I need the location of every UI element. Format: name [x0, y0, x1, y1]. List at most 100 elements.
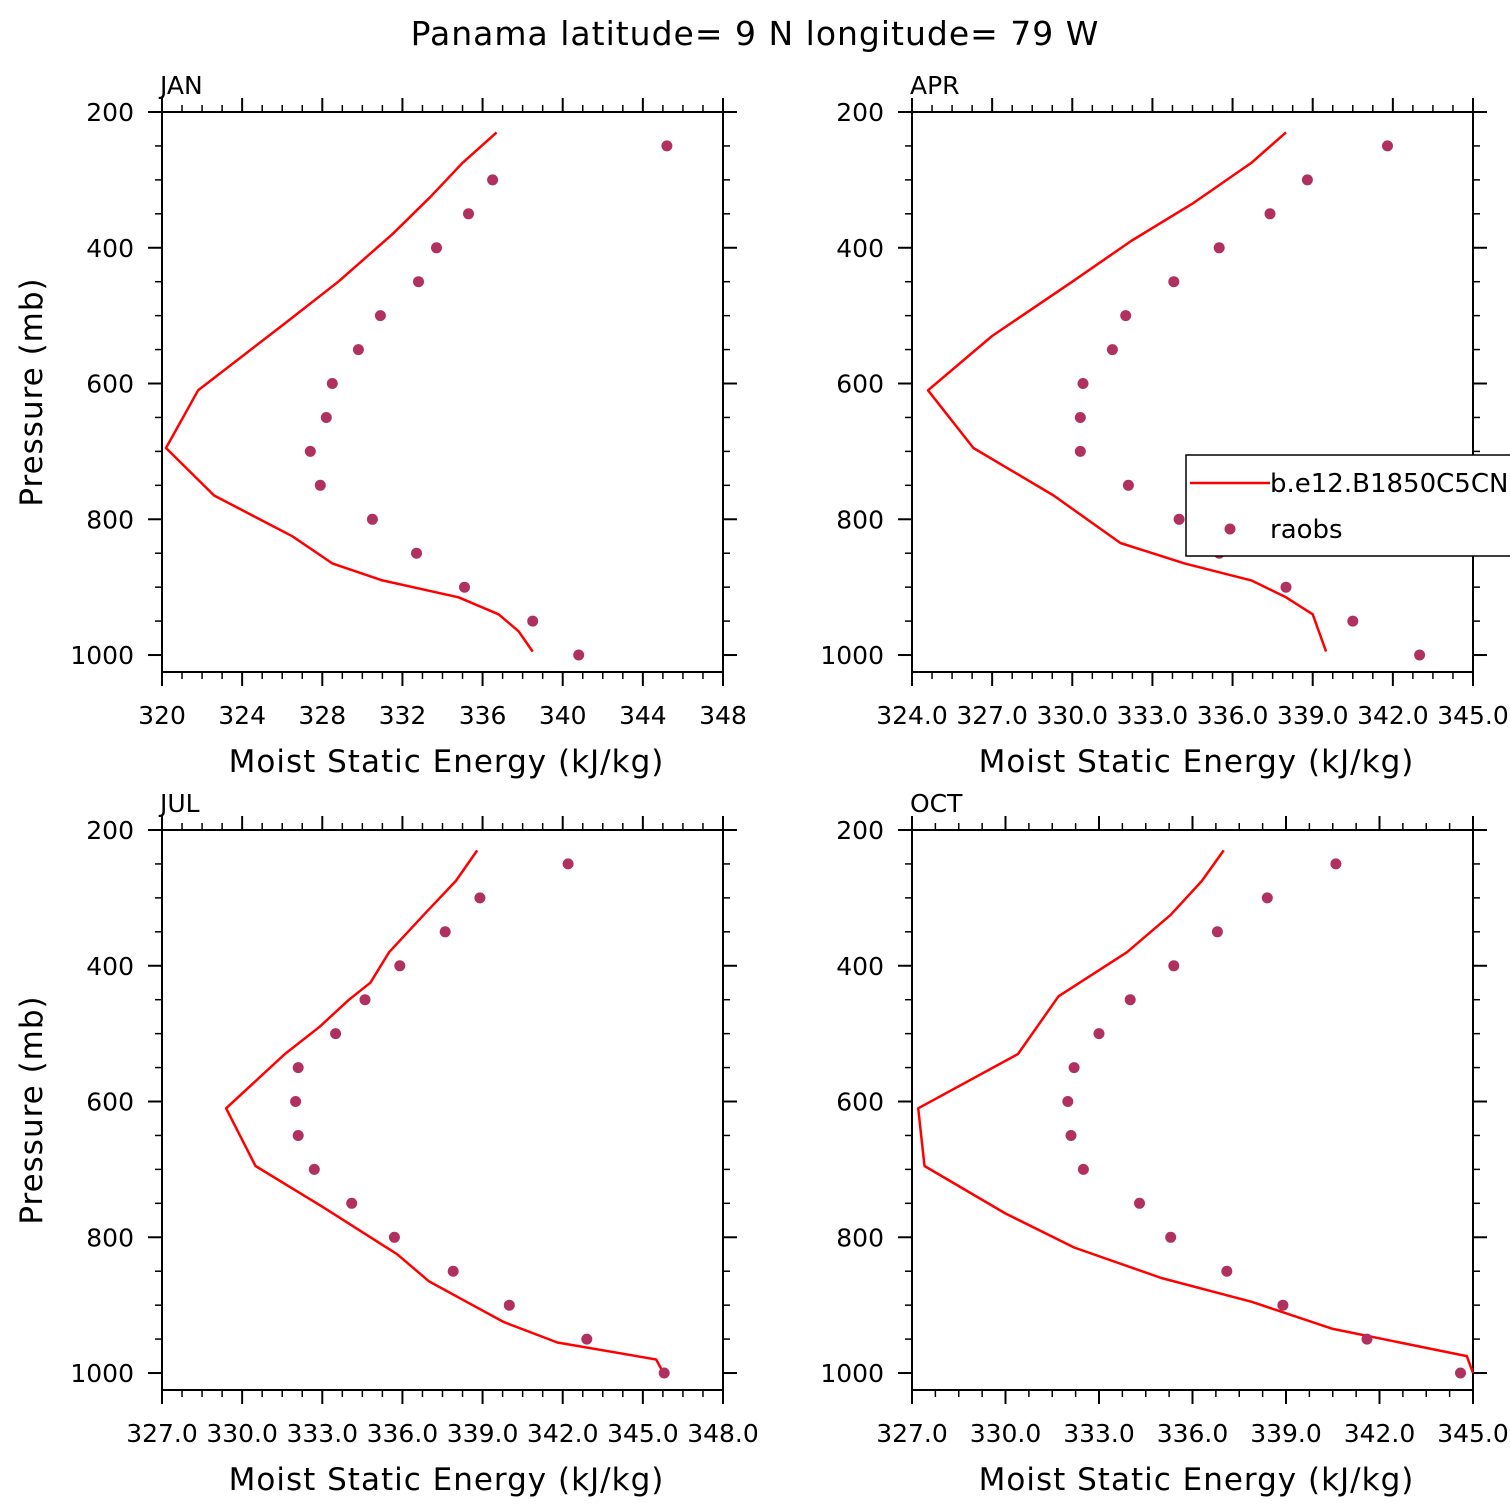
plot-frame [161, 111, 724, 673]
raobs-point [439, 926, 451, 938]
model-line [926, 131, 1328, 653]
raobs-point [1134, 1197, 1145, 1209]
x-tick-label: 339.0 [447, 1419, 519, 1448]
y-tick-label: 400 [836, 952, 884, 981]
panel-oct: OCT 327.0 330.0 333.0 336.0 339.0 342.0 345.0 20… [820, 789, 1508, 1498]
raobs-point [352, 344, 364, 356]
raobs-point [1264, 208, 1276, 220]
raobs-point [1124, 994, 1136, 1006]
x-tick-label: 344 [619, 701, 667, 730]
y-axis-label: Pressure (mb) [14, 277, 50, 506]
raobs-point [447, 1265, 459, 1277]
plot-frame [911, 829, 1474, 1391]
y-axis-label: Pressure (mb) [14, 995, 50, 1224]
y-tick-label: 1000 [70, 1359, 134, 1388]
raobs-point [1077, 1163, 1089, 1175]
x-tick-label: 336.0 [1197, 701, 1269, 730]
raobs-point [658, 1367, 670, 1379]
raobs-point [1347, 615, 1359, 627]
figure-title: Panama latitude= 9 N longitude= 79 W [411, 14, 1100, 53]
raobs-point [1122, 479, 1134, 491]
panel-title: APR [910, 71, 960, 100]
panel-jan: JAN 320 324 328 332 336 340 344 348 200 400 600 800 1… [14, 71, 747, 780]
y-tick-label: 400 [86, 952, 134, 981]
y-tick-label: 600 [836, 370, 884, 399]
raobs-point [411, 547, 422, 559]
plot-frame [911, 111, 1474, 673]
x-axis-label: Moist Static Energy (kJ/kg) [979, 1462, 1415, 1498]
raobs-point [459, 581, 470, 593]
legend-model-label: b.e12.B1850C5CN [1270, 469, 1508, 499]
raobs-point [474, 892, 486, 904]
raobs-point [394, 960, 406, 972]
raobs-point [413, 276, 424, 288]
raobs-point [1093, 1028, 1105, 1040]
raobs-point [1062, 1096, 1074, 1107]
x-tick-label: 327.0 [956, 701, 1028, 730]
y-tick-label: 1000 [820, 1359, 884, 1388]
x-tick-label: 342.0 [1344, 1419, 1416, 1448]
x-tick-label: 342.0 [527, 1419, 599, 1448]
legend-box [1185, 454, 1510, 557]
x-tick-label: 320 [138, 701, 186, 730]
raobs-point [1165, 1231, 1177, 1243]
x-tick-label: 336 [459, 701, 507, 730]
raobs-point [366, 513, 378, 525]
raobs-point [1382, 140, 1393, 152]
x-tick-label: 328 [298, 701, 346, 730]
panels: JAN 320 324 328 332 336 340 344 348 200 400 600 800 1… [14, 71, 1509, 1498]
raobs-point [292, 1062, 304, 1074]
raobs-point [431, 242, 442, 254]
x-tick-label: 348.0 [687, 1419, 759, 1448]
raobs-point [1361, 1333, 1373, 1345]
y-tick-label: 600 [836, 1088, 884, 1117]
y-tick-label: 800 [836, 1223, 884, 1252]
raobs-point [320, 412, 332, 423]
panel-title: JAN [158, 71, 203, 100]
y-tick-label: 200 [836, 98, 884, 127]
raobs-point [1065, 1130, 1077, 1141]
raobs-point [1280, 581, 1292, 593]
raobs-point [1277, 1299, 1289, 1311]
raobs-point [1455, 1367, 1466, 1379]
y-tick-label: 800 [86, 505, 134, 534]
x-tick-label: 327.0 [126, 1419, 198, 1448]
x-axis-label: Moist Static Energy (kJ/kg) [229, 744, 665, 780]
y-tick-label: 200 [86, 816, 134, 845]
y-tick-label: 600 [86, 1088, 134, 1117]
raobs-point [1213, 242, 1225, 254]
raobs-point [1106, 344, 1118, 356]
raobs-point [304, 445, 316, 457]
x-tick-label: 339.0 [1250, 1419, 1322, 1448]
raobs-point [308, 1163, 320, 1175]
x-tick-label: 333.0 [1117, 701, 1189, 730]
x-tick-label: 330.0 [970, 1419, 1042, 1448]
panel-jul: JUL 327.0 330.0 333.0 336.0 339.0 342.0 345.0 34… [14, 789, 759, 1498]
raobs-point [1168, 960, 1180, 972]
raobs-point [1068, 1062, 1080, 1074]
model-line [916, 849, 1475, 1374]
raobs-point [388, 1231, 400, 1243]
raobs-point [1261, 892, 1273, 904]
raobs-point [573, 649, 585, 661]
x-tick-label: 330.0 [206, 1419, 278, 1448]
model-line [164, 131, 534, 653]
plot-frame [161, 829, 724, 1391]
raobs-point [581, 1333, 593, 1345]
raobs-point [527, 615, 539, 627]
x-tick-label: 327.0 [876, 1419, 948, 1448]
raobs-point [290, 1096, 302, 1107]
raobs-point [1211, 926, 1223, 938]
y-tick-label: 200 [86, 98, 134, 127]
raobs-point [1074, 412, 1086, 423]
y-tick-label: 600 [86, 370, 134, 399]
x-tick-label: 332 [379, 701, 427, 730]
x-tick-label: 342.0 [1357, 701, 1429, 730]
raobs-point [1173, 513, 1185, 525]
x-tick-label: 324.0 [876, 701, 948, 730]
raobs-point [346, 1197, 358, 1209]
raobs-point [661, 140, 673, 152]
legend-obs-label: raobs [1270, 515, 1343, 545]
raobs-point [1120, 310, 1132, 322]
